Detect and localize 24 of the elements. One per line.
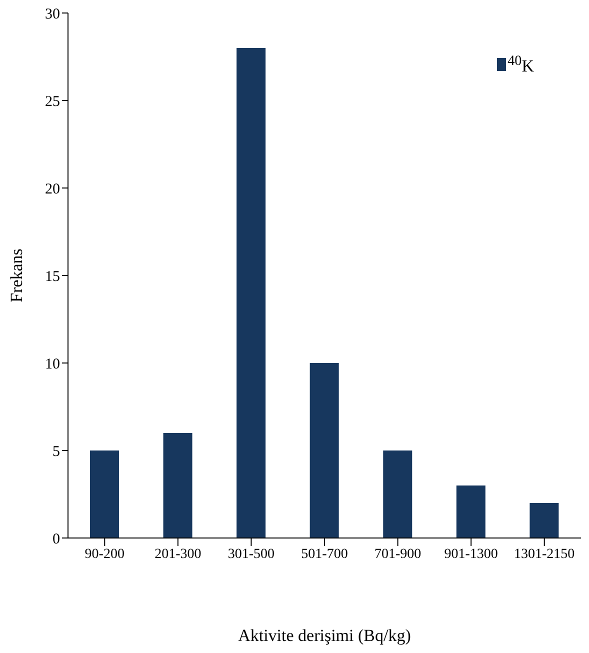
x-tick-label: 90-200: [84, 546, 124, 562]
y-tick-label: 15: [45, 268, 60, 285]
legend-label: $^{40}$K: [508, 53, 534, 77]
x-tick-label: 1301-2150: [514, 546, 575, 562]
x-tick-label: 501-700: [301, 546, 348, 562]
x-tick-label: 701-900: [374, 546, 422, 562]
y-tick-label: 30: [45, 6, 60, 22]
bar: [456, 486, 486, 538]
x-tick-label: 301-500: [228, 546, 275, 562]
x-axis-title: Aktivite derişimi (Bq/kg): [238, 626, 411, 645]
bar: [530, 503, 559, 538]
y-axis-title: Frekans: [7, 248, 26, 302]
y-tick-label: 0: [52, 531, 60, 548]
y-tick-label: 20: [45, 181, 60, 198]
bar: [383, 450, 412, 538]
bar: [236, 48, 266, 538]
y-tick-label: 10: [45, 356, 60, 372]
x-tick-label: 901-1300: [444, 546, 498, 562]
y-tick-label: 5: [52, 444, 60, 460]
x-tick-label: 201-300: [154, 546, 202, 562]
bar: [90, 450, 119, 538]
bar: [310, 363, 339, 538]
y-tick-label: 25: [45, 94, 60, 110]
bar: [163, 433, 192, 538]
